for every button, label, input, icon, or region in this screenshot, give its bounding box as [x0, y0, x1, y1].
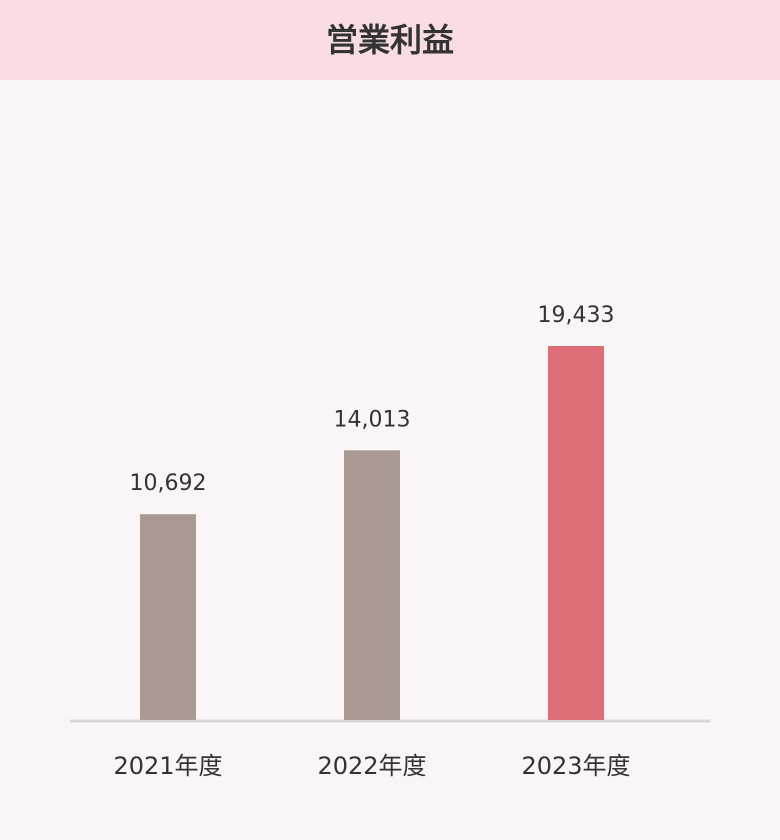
x-tick-label: 2022年度 [317, 752, 426, 780]
value-label: 14,013 [334, 407, 411, 432]
bar [548, 346, 604, 720]
chart-title: 営業利益 [326, 21, 454, 59]
bar [140, 514, 196, 720]
value-label: 19,433 [538, 303, 615, 328]
x-tick-label: 2021年度 [113, 752, 222, 780]
bar [344, 450, 400, 720]
value-label: 10,692 [130, 471, 207, 496]
x-tick-label: 2023年度 [521, 752, 630, 780]
header [0, 0, 780, 80]
